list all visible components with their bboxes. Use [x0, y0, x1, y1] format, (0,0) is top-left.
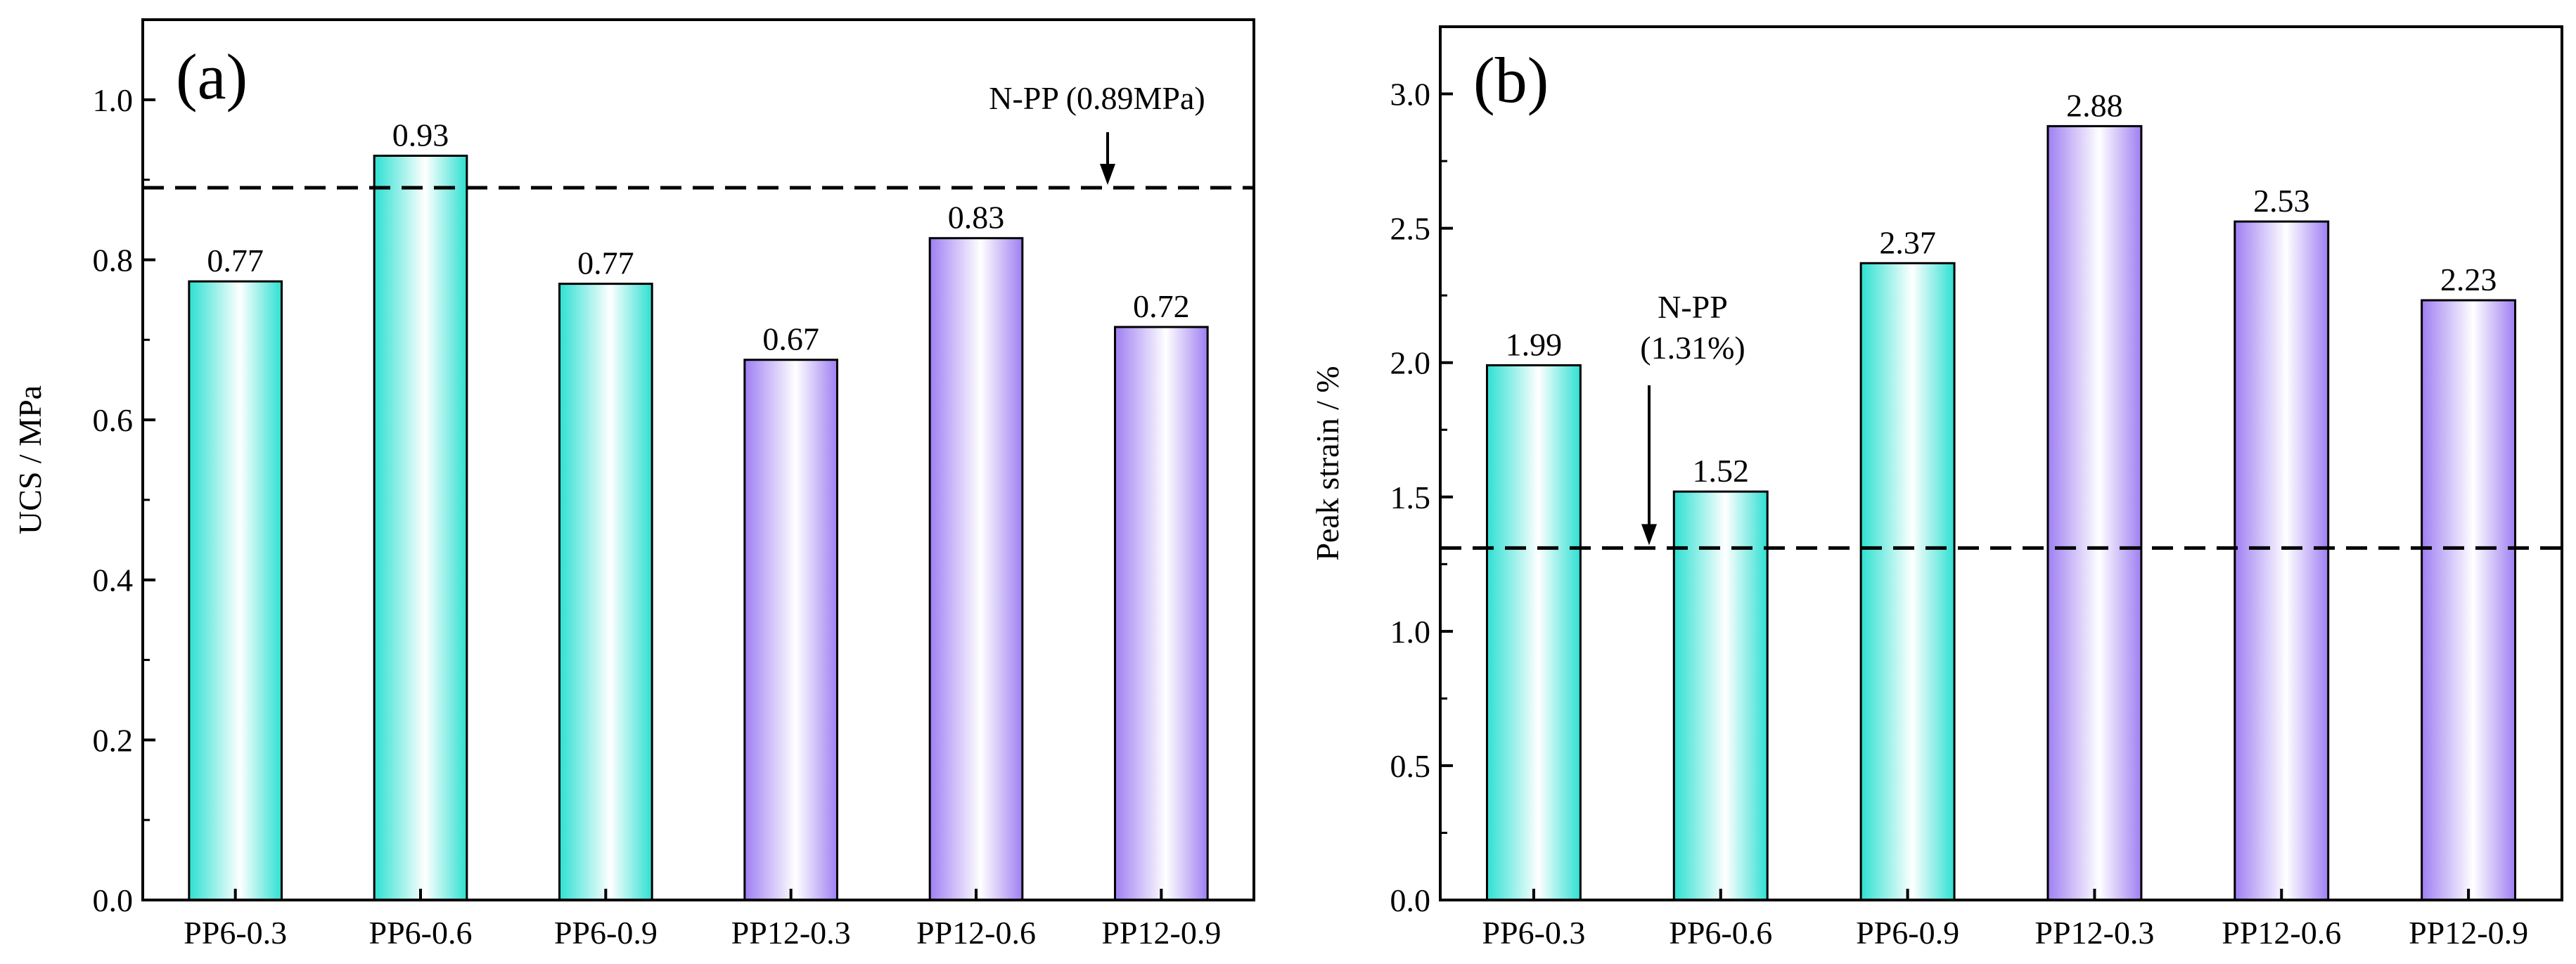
bar-pp6-0-9 [1859, 262, 1956, 901]
y-tick-label: 0.0 [93, 882, 134, 918]
value-label: 0.77 [207, 243, 264, 278]
value-label: 0.72 [1133, 288, 1190, 324]
y-tick-label: 1.0 [93, 82, 134, 118]
reference-label: N-PP [1658, 289, 1728, 325]
y-tick-label: 2.5 [1390, 211, 1431, 247]
reference-label: N-PP (0.89MPa) [989, 80, 1205, 116]
value-label: 0.77 [577, 245, 634, 281]
x-tick-label: PP6-0.3 [1482, 915, 1585, 951]
value-label: 1.52 [1693, 453, 1750, 489]
y-tick-label: 1.0 [1390, 614, 1431, 650]
x-tick-label: PP12-0.9 [2409, 915, 2528, 951]
x-tick-label: PP12-0.3 [731, 915, 851, 951]
value-label: 1.99 [1506, 327, 1563, 363]
y-tick-label: 2.0 [1390, 345, 1431, 381]
x-tick-label: PP6-0.6 [369, 915, 473, 951]
bar-pp12-0-6 [2234, 220, 2330, 901]
reference-arrow-head [1100, 164, 1115, 186]
bar-pp6-0-3 [1485, 364, 1582, 901]
bar-pp12-0-9 [1114, 326, 1209, 901]
value-label: 0.83 [948, 200, 1005, 236]
y-tick-label: 0.0 [1390, 882, 1431, 918]
x-tick-label: PP6-0.9 [1856, 915, 1959, 951]
bar-pp6-0-3 [188, 280, 283, 901]
plot-frame [1439, 25, 2563, 901]
bar-pp12-0-3 [743, 359, 839, 901]
x-tick-label: PP12-0.6 [2222, 915, 2341, 951]
panel-tag: (a) [176, 41, 248, 113]
value-label: 2.53 [2253, 183, 2310, 219]
bar-pp12-0-9 [2421, 299, 2517, 901]
y-tick-label: 0.8 [93, 242, 134, 278]
x-tick-label: PP12-0.6 [916, 915, 1036, 951]
bar-pp12-0-3 [2046, 124, 2143, 901]
value-label: 2.37 [1879, 224, 1936, 260]
value-label: 2.23 [2440, 262, 2497, 297]
x-tick-label: PP12-0.3 [2034, 915, 2154, 951]
bar-pp6-0-6 [373, 154, 468, 901]
value-label: 0.93 [392, 117, 449, 153]
reference-arrow-head [1641, 524, 1657, 546]
bar-pp12-0-6 [928, 237, 1024, 901]
x-tick-label: PP12-0.9 [1101, 915, 1221, 951]
chart-panel-b: 1.99 1.52 2.37 2.88 2.53 2.23 N-PP (1.31%) 0.0 0.… [1309, 25, 2563, 951]
x-tick-label: PP6-0.6 [1669, 915, 1772, 951]
value-label: 2.88 [2066, 87, 2123, 123]
chart-panel-a: 0.77 0.93 0.77 0.67 0.83 0.72 N-PP (0.89MPa) 0.… [12, 18, 1255, 951]
y-tick-label: 0.4 [93, 563, 134, 598]
y-tick-label: 0.5 [1390, 748, 1431, 784]
bar-pp6-0-9 [558, 283, 653, 901]
y-tick-label: 3.0 [1390, 77, 1431, 113]
y-axis-title: UCS / MPa [12, 385, 48, 534]
panel-tag: (b) [1473, 44, 1549, 116]
y-tick-label: 0.6 [93, 402, 134, 438]
value-label: 0.67 [762, 321, 819, 357]
reference-label: (1.31%) [1640, 330, 1745, 366]
y-tick-label: 1.5 [1390, 480, 1431, 515]
y-axis-title: Peak strain / % [1309, 366, 1345, 560]
plot-frame [141, 18, 1255, 901]
x-tick-label: PP6-0.9 [554, 915, 658, 951]
y-tick-label: 0.2 [93, 722, 134, 758]
x-tick-label: PP6-0.3 [184, 915, 287, 951]
bar-pp6-0-6 [1672, 490, 1769, 901]
